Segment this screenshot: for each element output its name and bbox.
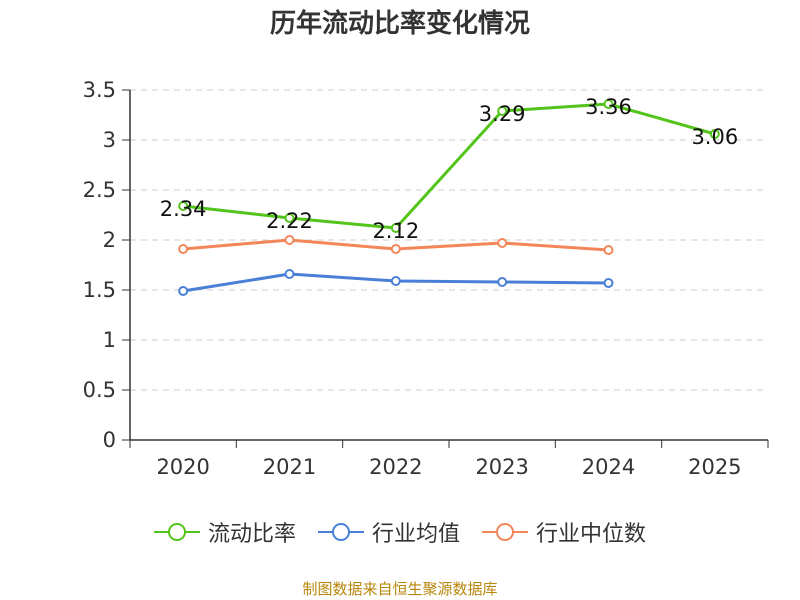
chart-title: 历年流动比率变化情况 [269, 9, 530, 39]
legend-marker-icon [317, 523, 364, 541]
y-tick-label: 0 [103, 428, 116, 452]
x-tick-label: 2021 [263, 455, 316, 479]
x-tick-label: 2020 [156, 455, 209, 479]
data-point [178, 244, 189, 254]
data-point [497, 106, 508, 116]
y-tick-label: 0.5 [83, 378, 116, 402]
legend-marker-icon [153, 523, 200, 541]
data-label: 3.29 [479, 102, 526, 126]
data-label: 2.12 [372, 219, 419, 243]
legend-label: 行业均值 [371, 522, 460, 547]
x-tick-label: 2022 [369, 455, 422, 479]
x-tick-label: 2025 [688, 455, 741, 479]
x-tick-label: 2023 [475, 455, 528, 479]
data-label: 3.06 [691, 125, 738, 149]
y-tick-label: 3.5 [83, 78, 116, 102]
legend-label: 行业中位数 [536, 522, 647, 547]
data-point [284, 213, 295, 223]
legend-marker-icon [482, 523, 528, 541]
legend-item-current-ratio[interactable]: 流动比率 [153, 516, 296, 548]
legend: 流动比率 行业均值 行业中位数 [0, 516, 800, 548]
data-point [390, 276, 401, 286]
source-note: 制图数据来自恒生聚源数据库 [302, 580, 498, 598]
data-label: 2.34 [160, 197, 207, 221]
data-label: 2.22 [266, 209, 313, 233]
legend-item-industry-median[interactable]: 行业中位数 [482, 516, 646, 548]
data-point [284, 269, 295, 279]
legend-label: 流动比率 [207, 522, 296, 547]
y-tick-label: 1 [103, 328, 116, 352]
x-tick-label: 2024 [582, 455, 635, 479]
data-point [709, 129, 720, 139]
y-tick-label: 1.5 [83, 278, 116, 302]
data-label: 3.36 [585, 95, 632, 119]
data-point [497, 238, 508, 248]
series-line-current-ratio [182, 102, 716, 230]
data-point [178, 201, 189, 211]
legend-item-industry-mean[interactable]: 行业均值 [317, 516, 460, 548]
y-tick-label: 3 [103, 128, 116, 152]
data-point [497, 277, 508, 287]
data-point [603, 278, 614, 288]
data-point [603, 99, 614, 109]
data-point [390, 244, 401, 254]
y-tick-label: 2.5 [83, 178, 116, 202]
data-point [390, 223, 401, 233]
data-point [603, 245, 614, 255]
data-point [284, 235, 295, 245]
data-point [178, 286, 189, 296]
y-tick-label: 2 [103, 228, 116, 252]
